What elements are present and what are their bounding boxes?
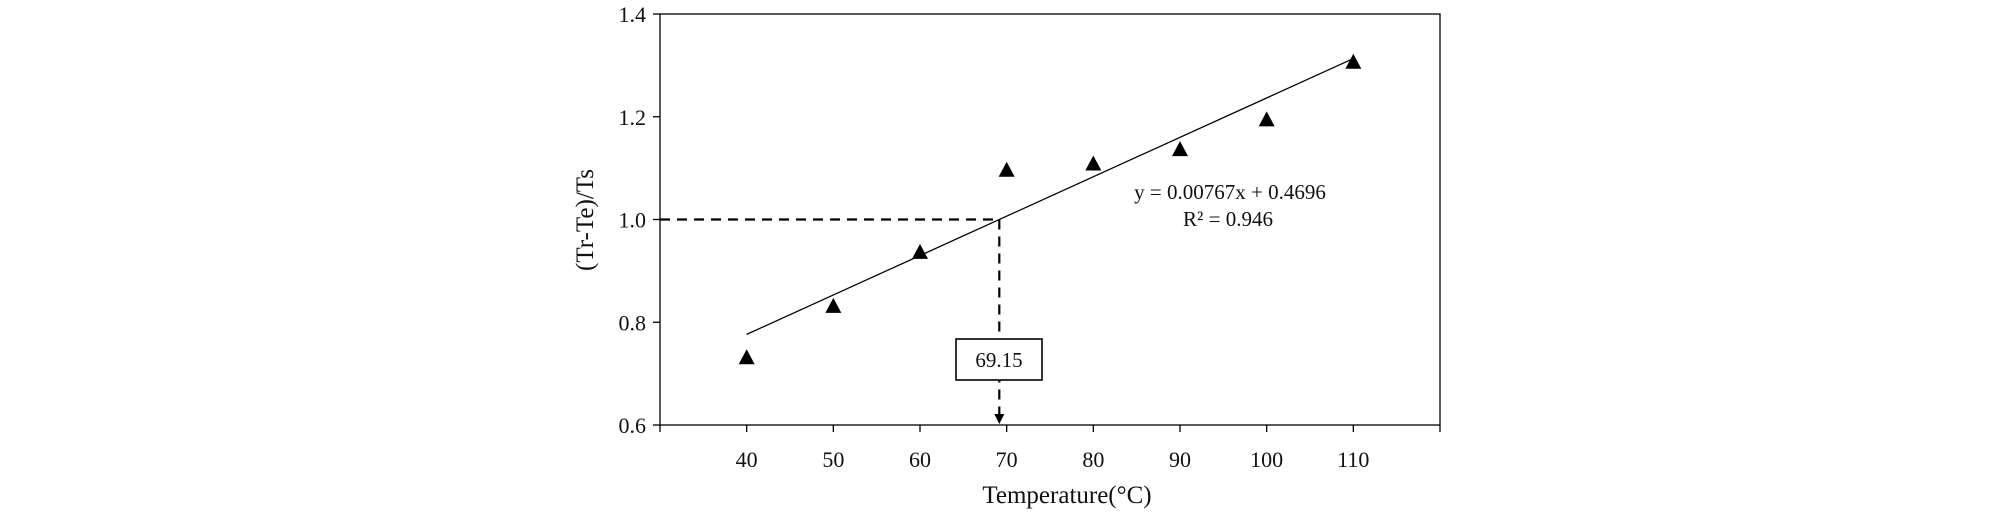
reference-lines	[660, 218, 1005, 424]
annotations: y = 0.00767x + 0.4696 R² = 0.946 69.15	[955, 180, 1326, 381]
plot-area-frame	[659, 13, 1441, 426]
reference-arrowhead	[994, 414, 1005, 424]
data-point	[738, 349, 755, 365]
x-axis-title: Temperature(°C)	[982, 482, 1151, 509]
reference-value-box	[955, 338, 1043, 381]
x-axis: 40 50 60 70 80 90 100 110	[659, 425, 1441, 472]
y-tick-label: 0.8	[619, 310, 647, 335]
data-point	[998, 161, 1015, 177]
y-tick-label: 1.0	[619, 208, 647, 233]
trendline-equation: y = 0.00767x + 0.4696	[1134, 180, 1326, 204]
x-tick-label: 70	[996, 447, 1018, 472]
y-axis: 0.6 0.8 1.0 1.2 1.4	[619, 2, 660, 438]
x-tick-label: 90	[1169, 447, 1191, 472]
data-point	[1172, 141, 1188, 157]
trendline	[746, 57, 1354, 335]
x-tick-label: 40	[736, 447, 758, 472]
data-point	[1085, 155, 1102, 171]
x-tick-label: 80	[1082, 447, 1104, 472]
data-point	[1258, 111, 1275, 127]
x-tick-label: 110	[1337, 447, 1369, 472]
x-tick-label: 50	[822, 447, 844, 472]
y-tick-label: 0.6	[619, 413, 647, 438]
data-point	[825, 297, 842, 313]
reference-value-label: 69.15	[975, 348, 1022, 372]
trendline-group	[746, 57, 1354, 335]
x-tick-label: 100	[1250, 447, 1283, 472]
data-point	[912, 243, 928, 259]
y-tick-label: 1.2	[619, 105, 647, 130]
y-tick-label: 1.4	[619, 2, 647, 27]
data-point	[1345, 53, 1362, 69]
y-axis-title: (Tr-Te)/Ts	[572, 169, 599, 271]
data-points	[738, 53, 1362, 365]
x-tick-label: 60	[909, 447, 931, 472]
r-squared-label: R² = 0.946	[1183, 207, 1273, 231]
